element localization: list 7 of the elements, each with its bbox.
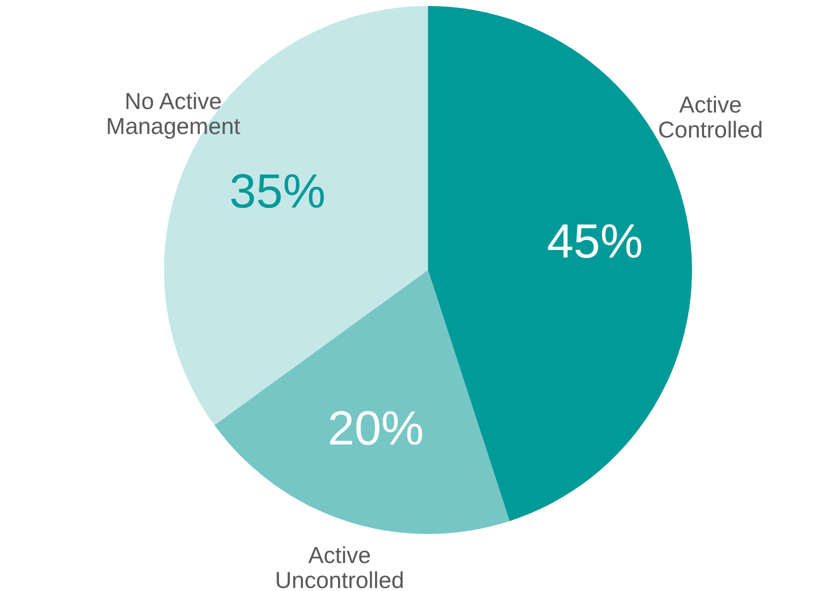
slice-label: Active Controlled (658, 91, 763, 142)
data-label: 20% (328, 402, 424, 456)
data-label: 45% (546, 216, 643, 269)
pie-slice (214, 270, 510, 534)
data-label: 35% (229, 165, 326, 218)
slice-label: Active Uncontrolled (275, 542, 404, 591)
slice-label: No Active Management (106, 88, 241, 140)
